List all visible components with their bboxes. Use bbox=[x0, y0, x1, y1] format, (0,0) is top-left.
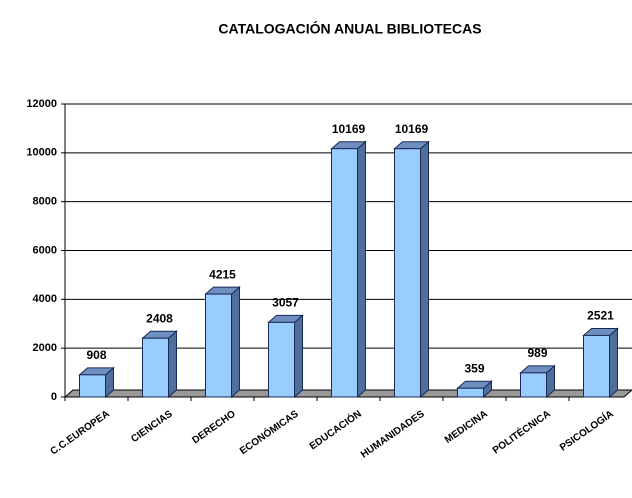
bar-front bbox=[520, 372, 547, 398]
y-tick-label: 8000 bbox=[33, 196, 57, 208]
x-tick-label: POLITÉCNICA bbox=[490, 407, 553, 457]
bar-front bbox=[457, 387, 484, 398]
bar bbox=[519, 364, 556, 399]
bar bbox=[141, 330, 178, 399]
y-tick-label: 10000 bbox=[26, 147, 57, 159]
bar-front bbox=[79, 374, 106, 398]
bar-front bbox=[205, 293, 232, 398]
bar bbox=[393, 140, 430, 399]
bar bbox=[456, 380, 493, 399]
bar-side bbox=[168, 330, 177, 399]
data-label: 4215 bbox=[209, 267, 236, 281]
data-label: 10169 bbox=[332, 122, 366, 136]
y-tick-label: 0 bbox=[51, 391, 57, 403]
bar bbox=[78, 366, 115, 399]
bar-front bbox=[331, 148, 358, 398]
bar-side bbox=[231, 285, 240, 399]
bar-front bbox=[583, 334, 610, 398]
data-label: 359 bbox=[464, 361, 484, 375]
x-tick-label: PSICOLOGÍA bbox=[557, 407, 616, 454]
bar bbox=[582, 327, 619, 399]
bar-front bbox=[142, 337, 169, 398]
x-tick-label: C.C.EUROPEA bbox=[49, 409, 112, 458]
x-tick-label: CIENCIAS bbox=[129, 408, 175, 445]
bar bbox=[204, 285, 241, 399]
chart-title: CATALOGACIÓN ANUAL BIBLIOTECAS bbox=[218, 20, 481, 37]
y-tick-label: 4000 bbox=[33, 293, 57, 305]
data-label: 10169 bbox=[395, 122, 429, 136]
data-label: 908 bbox=[86, 348, 106, 362]
y-tick-label: 2000 bbox=[33, 342, 57, 354]
x-tick-label: ECONÓMICAS bbox=[237, 407, 301, 457]
bar-front bbox=[394, 148, 421, 398]
x-tick-label: DERECHO bbox=[190, 408, 237, 446]
data-label: 989 bbox=[527, 346, 547, 360]
data-label: 3057 bbox=[272, 296, 299, 310]
bar-side bbox=[609, 327, 618, 399]
y-tick-label: 6000 bbox=[33, 244, 57, 256]
data-label: 2521 bbox=[587, 309, 614, 323]
x-tick-label: HUMANIDADES bbox=[359, 408, 427, 460]
bar-side bbox=[420, 140, 429, 399]
bar-side bbox=[294, 314, 303, 399]
bar bbox=[267, 314, 304, 399]
data-label: 2408 bbox=[146, 311, 173, 325]
bar-side bbox=[357, 140, 366, 399]
x-tick-label: EDUCACIÓN bbox=[307, 407, 364, 452]
bar bbox=[330, 140, 367, 399]
x-tick-label: MEDICINA bbox=[443, 409, 490, 446]
y-tick-label: 12000 bbox=[26, 98, 57, 110]
bar-front bbox=[268, 321, 295, 398]
